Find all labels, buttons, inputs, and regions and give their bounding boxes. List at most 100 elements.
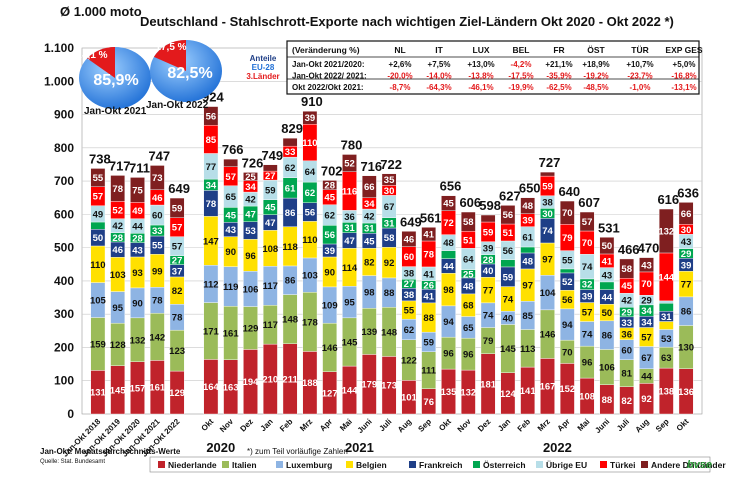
segment-label: 78 — [172, 313, 183, 324]
segment-label: 62 — [404, 325, 415, 336]
segment-label: 46 — [404, 234, 415, 245]
total-label: 616 — [657, 192, 679, 207]
segment-label: 79 — [483, 336, 494, 347]
segment-label: 114 — [342, 263, 358, 274]
segment-label: 48 — [463, 281, 474, 292]
segment-label: 124 — [500, 389, 517, 400]
segment-label: 31 — [661, 312, 672, 323]
segment-label: 106 — [599, 363, 615, 374]
total-label: 780 — [341, 137, 363, 152]
segment-label: 41 — [423, 292, 434, 303]
segment-label: 146 — [540, 330, 556, 341]
segment-label: 129 — [243, 323, 259, 334]
segment-label: 47 — [265, 218, 276, 229]
segment-label: 117 — [263, 320, 278, 331]
segment-label: 59 — [483, 227, 494, 238]
segment-label: 44 — [602, 292, 613, 303]
segment-label: 33 — [285, 147, 296, 158]
segment-label: 77 — [483, 286, 494, 297]
segment-label: 82 — [364, 257, 375, 268]
bar-segment — [559, 268, 575, 274]
bar-segment — [262, 164, 278, 172]
segment-label: 34 — [245, 182, 256, 193]
segment-label: 45 — [225, 210, 236, 221]
legend-swatch — [409, 461, 416, 468]
segment-label: 78 — [423, 249, 434, 260]
segment-label: 57 — [172, 223, 183, 234]
total-label: 607 — [578, 195, 600, 210]
table-cell: -46,1% — [468, 83, 493, 92]
bar-segment — [90, 168, 106, 187]
segment-label: 148 — [381, 327, 397, 338]
segment-label: 41 — [602, 256, 613, 267]
segment-label: 42 — [621, 296, 632, 307]
table-header-cell: (Veränderung %) — [292, 45, 360, 55]
y-axis-title: Ø 1.000 moto — [60, 4, 142, 19]
segment-label: 139 — [361, 327, 377, 338]
table-cell: -62,5% — [546, 83, 571, 92]
y-tick-label: 700 — [54, 174, 74, 188]
table-cell: +7,5% — [428, 60, 451, 69]
segment-label: 136 — [678, 387, 694, 398]
segment-label: 70 — [582, 238, 593, 249]
segment-label: 33 — [152, 226, 163, 237]
segment-label: 39 — [305, 113, 316, 124]
legend-swatch — [473, 461, 480, 468]
bar-segment — [322, 180, 338, 190]
segment-label: 64 — [463, 254, 474, 265]
bar-segment — [520, 197, 536, 214]
table-cell: -23,7% — [627, 72, 652, 81]
segment-label: 50 — [602, 241, 613, 252]
segment-label: 59 — [503, 272, 514, 283]
segment-label: 103 — [302, 271, 318, 282]
segment-label: 93 — [132, 268, 143, 279]
segment-label: 146 — [322, 343, 338, 354]
pie-right-other-label: 17,5 % — [155, 42, 186, 53]
segment-label: 194 — [243, 377, 260, 388]
legend-label: Niederlande — [168, 460, 217, 470]
total-label: 716 — [360, 159, 382, 174]
segment-label: 36 — [344, 212, 355, 223]
chart-title: Deutschland - Stahlschrott-Exporte nach … — [140, 14, 674, 29]
segment-label: 30 — [681, 225, 692, 236]
segment-label: 49 — [93, 209, 104, 220]
legend-label: Übrige EU — [546, 460, 587, 470]
pie-legend-third: 3.Länder — [246, 72, 279, 81]
segment-label: 30 — [542, 209, 553, 220]
segment-label: 88 — [602, 395, 613, 406]
segment-label: 77 — [681, 280, 692, 291]
segment-label: 28 — [112, 233, 123, 244]
segment-label: 57 — [172, 242, 183, 253]
segment-label: 74 — [582, 262, 593, 273]
segment-label: 129 — [169, 388, 185, 399]
segment-label: 43 — [602, 270, 613, 281]
bar-segment — [658, 208, 674, 254]
segment-label: 159 — [90, 339, 106, 350]
segment-label: 45 — [443, 199, 454, 210]
segment-label: 56 — [305, 208, 316, 219]
segment-label: 61 — [285, 183, 296, 194]
table-cell: -1,0% — [630, 83, 651, 92]
bar-segment — [302, 111, 318, 125]
total-label: 598 — [479, 198, 501, 213]
bar-segment — [421, 227, 437, 242]
bar-segment — [401, 231, 417, 247]
segment-label: 108 — [579, 392, 595, 403]
bar-segment — [243, 172, 258, 181]
legend-swatch — [641, 461, 648, 468]
bar-segment — [203, 106, 219, 126]
segment-label: 75 — [132, 185, 143, 196]
table-header-cell: FR — [553, 45, 564, 55]
bar-segment — [381, 173, 397, 186]
y-tick-label: 600 — [54, 207, 74, 221]
segment-label: 131 — [90, 388, 107, 399]
segment-label: 57 — [93, 192, 104, 203]
segment-label: 30 — [384, 186, 395, 197]
bars-layer: 1311591051105049575573814512895103462842… — [89, 90, 699, 415]
table-cell: -20,0% — [387, 72, 412, 81]
table-cell: -14,0% — [426, 72, 451, 81]
segment-label: 53 — [661, 334, 672, 345]
bar-segment — [639, 257, 654, 273]
segment-label: 41 — [423, 269, 434, 280]
